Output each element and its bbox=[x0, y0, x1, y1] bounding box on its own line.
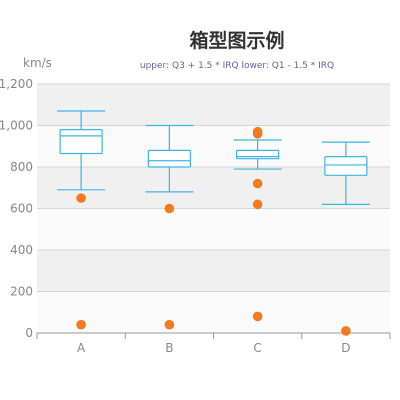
outlier-point bbox=[164, 319, 175, 330]
box-A bbox=[57, 110, 106, 191]
x-axis: A B C D bbox=[36, 333, 391, 355]
outlier-point bbox=[252, 311, 263, 322]
outlier-point bbox=[164, 203, 175, 214]
y-axis-ticks: 0 200 400 600 800 1,000 1,200 bbox=[0, 77, 33, 340]
y-tick-label: 0 bbox=[25, 326, 33, 340]
box-body bbox=[147, 149, 191, 168]
y-tick-label: 1,200 bbox=[0, 77, 33, 91]
box-C bbox=[233, 139, 282, 170]
plot-band bbox=[37, 208, 390, 250]
y-tick-label: 400 bbox=[10, 243, 33, 257]
x-tick-label: C bbox=[253, 341, 261, 355]
box-series bbox=[57, 110, 370, 205]
outlier-point bbox=[76, 319, 86, 330]
outlier-point bbox=[252, 199, 263, 210]
box-D bbox=[321, 141, 370, 205]
plot-band bbox=[37, 84, 390, 126]
y-tick-label: 1,000 bbox=[0, 119, 33, 133]
outlier-point bbox=[76, 193, 86, 203]
box-body bbox=[324, 156, 368, 176]
box-body bbox=[236, 149, 280, 160]
x-tick-label: A bbox=[77, 341, 86, 355]
chart-title: 箱型图示例 bbox=[189, 29, 284, 52]
y-axis-unit: km/s bbox=[23, 56, 52, 70]
outlier-point bbox=[341, 326, 351, 336]
plot-band bbox=[37, 291, 390, 333]
x-tick-label: D bbox=[341, 341, 350, 355]
y-tick-label: 800 bbox=[10, 160, 33, 174]
outlier-series bbox=[76, 126, 351, 336]
chart-subtitle: upper: Q3 + 1.5 * IRQ lower: Q1 - 1.5 * … bbox=[140, 61, 334, 71]
y-tick-label: 600 bbox=[10, 202, 33, 216]
x-tick-label: B bbox=[165, 341, 173, 355]
outlier-point bbox=[252, 129, 263, 139]
y-tick-label: 200 bbox=[10, 285, 33, 299]
plot-band bbox=[37, 250, 390, 292]
box-body bbox=[59, 129, 103, 155]
outlier-point bbox=[252, 178, 263, 189]
box-B bbox=[145, 124, 194, 193]
